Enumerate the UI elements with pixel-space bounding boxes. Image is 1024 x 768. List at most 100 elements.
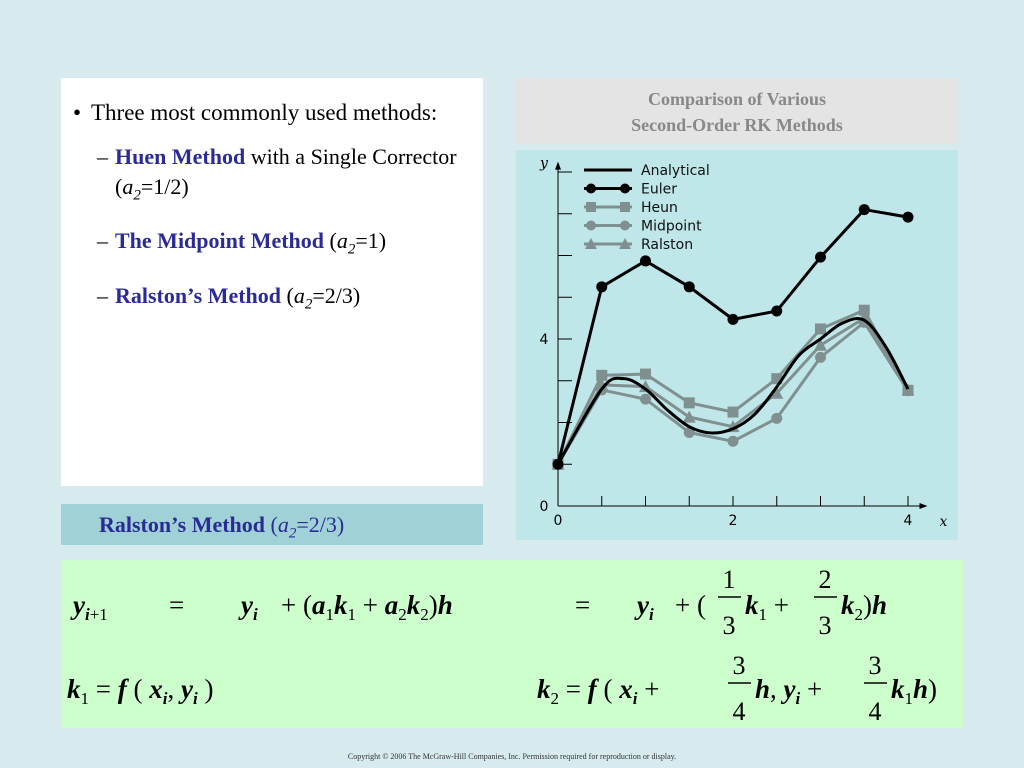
legend-heun-label: Heun [641,200,678,216]
heun-point [771,373,783,385]
svg-text:k1 +: k1 + [745,590,789,624]
svg-text:2: 2 [819,565,832,594]
ralston-paren: ( [265,512,278,537]
legend-heun-marker [620,202,630,212]
legend-ralston-marker [585,238,597,249]
method-name: Huen Method [115,144,246,169]
legend-midpoint-marker [620,220,630,231]
svg-text:1: 1 [723,565,736,594]
method-sub: 2 [347,241,356,258]
legend-euler-marker [586,183,596,194]
x-axis-arrow [919,503,928,509]
svg-text:4: 4 [733,697,746,726]
midpoint-point [771,412,783,424]
svg-text:k2 = f ( xi +: k2 = f ( xi + [537,674,659,708]
x-tick-label: 4 [904,513,913,529]
ralston-sub: 2 [288,525,297,542]
bullet-item-midpoint: – The Midpoint Method (a2=1) [73,226,471,264]
svg-text:3: 3 [819,611,832,640]
caption-line-1: Comparison of Various [647,89,827,109]
method-desc: with a Single Corrector ( [115,144,457,199]
caption-line-2: Second-Order RK Methods [631,115,843,135]
equation-box: yi+1 = yi + (a1k1 + a2k2)h = yi + ( 1 3 k1 … [61,560,963,728]
heun-point [815,323,826,335]
midpoint-point [683,427,695,439]
method-value: =1) [355,228,387,254]
svg-text:k1h): k1h) [891,674,937,708]
legend-midpoint-label: Midpoint [641,219,702,235]
euler-point [858,204,870,216]
ralston-title: Ralston’s Method [99,512,266,537]
svg-text:3: 3 [723,611,736,640]
midpoint-point [902,385,914,397]
svg-text:3: 3 [869,651,882,680]
y-axis-label: y [539,156,549,172]
heun-point [640,368,651,380]
dash: – [97,228,108,254]
euler-point [815,251,826,263]
legend-heun-marker [586,202,596,212]
ralston-point [682,410,696,423]
ralston-title-bar: Ralston’s Method (a2=2/3) [61,504,483,545]
x-tick-label: 0 [554,513,563,529]
euler-point [552,458,564,470]
bullet-item-ralston: – Ralston’s Method (a2=2/3) [73,281,471,319]
euler-point [727,313,739,325]
bullet-item-huen: – Huen Method with a Single Corrector (a2… [73,142,471,210]
legend-euler-label: Euler [641,182,677,198]
legend-ralston-label: Ralston [641,237,693,253]
ralston-point [639,380,652,393]
ralston-value: =2/3) [296,512,345,537]
dash: – [97,144,108,169]
svg-text:k1 = f ( xi, yi ): k1 = f ( xi, yi ) [67,674,213,708]
legend-midpoint-marker [586,220,596,231]
heun-point [858,304,870,316]
midpoint-point [640,393,651,405]
ralston-point [770,386,784,399]
svg-text:h, yi +: h, yi + [755,674,822,708]
midpoint-point [727,435,739,447]
y-tick-label: 4 [540,332,549,348]
method-value: =1/2) [140,174,189,199]
bullet-dot: • [73,100,82,125]
svg-text:4: 4 [869,697,882,726]
euler-point [771,305,783,317]
method-name: The Midpoint Method [115,228,325,254]
legend-ralston-marker [619,238,631,249]
chart-area: 0 2 4 0 4 x y Analytical Euler Heun Midpoint Ralsto… [516,150,958,540]
bullet-main-text: Three most commonly used methods: [91,100,438,125]
bullet-panel: • Three most commonly used methods: – Hue… [61,78,483,486]
method-desc: ( [324,228,337,254]
legend-euler-marker [620,183,630,194]
ralston-var: a [277,512,289,537]
x-tick-label: 2 [729,513,738,529]
ralston-point [814,338,827,351]
euler-point [902,211,914,223]
copyright-notice: Copyright © 2006 The McGraw-Hill Compani… [347,752,677,761]
analytical-line [556,317,910,466]
euler-point [640,255,651,267]
rk-comparison-chart: 0 2 4 0 4 x y Analytical Euler Heun Midpoint Ralsto… [539,156,948,530]
svg-text:k2)h: k2)h [841,590,887,624]
method-sub: 2 [133,187,141,204]
svg-text:yi+1= yi+ (a1k1 + a2k2: yi+1 = yi + (a1k1 + a2k2)h = yi + ( [70,590,706,624]
method-sub: 2 [304,296,313,313]
method-var: a [293,282,305,308]
midpoint-point [815,351,826,363]
bullet-main: • Three most commonly used methods: [73,98,471,128]
k2-equation: k2 = f ( xi + 3 4 h, yi + 3 4 k1h) [537,651,937,726]
heun-point [727,406,739,418]
chart-caption: Comparison of Various Second-Order RK Me… [516,78,958,144]
dash: – [97,282,108,308]
method-name: Ralston’s Method [115,282,282,308]
method-var: a [336,228,348,254]
method-desc: ( [281,282,294,308]
k1-equation: k1 = f ( xi, yi ) [67,674,213,708]
y-axis-arrow [555,161,561,170]
y-tick-label: 0 [540,499,549,515]
legend-analytical-label: Analytical [641,163,710,179]
x-axis-label: x [940,514,948,530]
euler-point [596,281,608,293]
heun-point [596,369,608,381]
update-equation: yi+1 = yi + (a1k1 + a2k2)h = yi + ( 1 3 k1 … [70,565,887,640]
